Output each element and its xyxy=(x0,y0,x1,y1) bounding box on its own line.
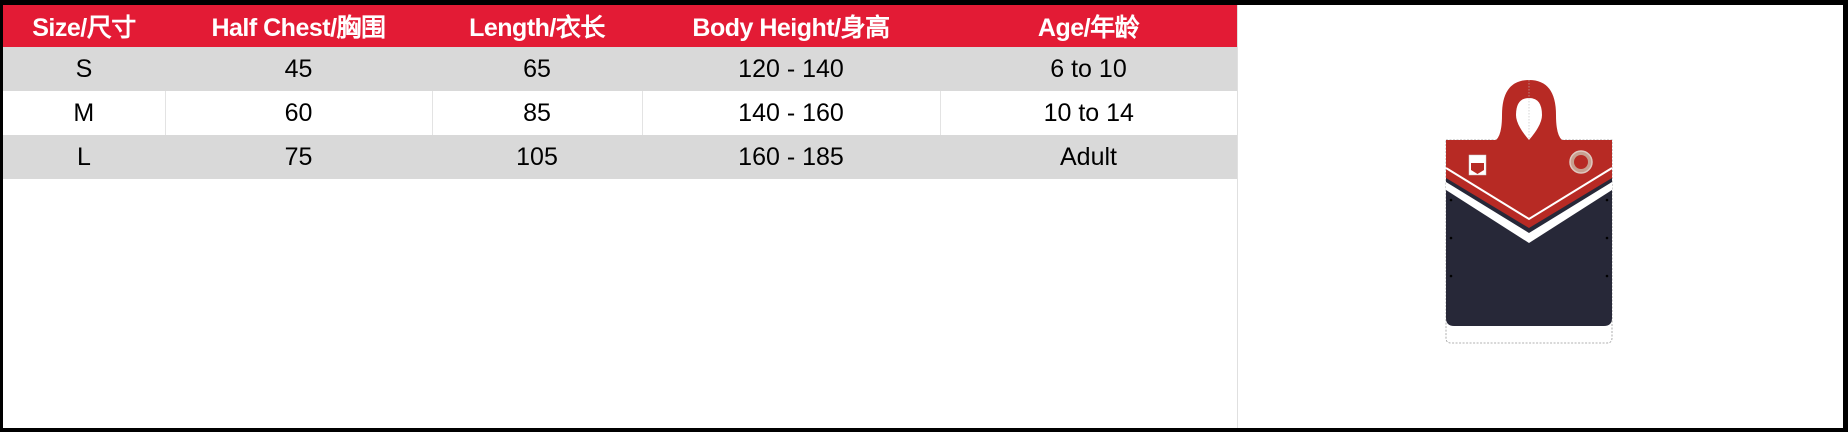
cell-length: 85 xyxy=(431,91,642,135)
header-length: Length/衣长 xyxy=(432,5,642,47)
header-size: Size/尺寸 xyxy=(3,5,165,47)
cell-length: 65 xyxy=(432,47,642,91)
cell-age: 6 to 10 xyxy=(940,47,1237,91)
header-half-chest: Half Chest/胸围 xyxy=(165,5,432,47)
cell-body-height: 160 - 185 xyxy=(642,135,940,179)
table-row: S 45 65 120 - 140 6 to 10 xyxy=(3,47,1237,91)
size-chart-panel: Size/尺寸 Half Chest/胸围 Length/衣长 Body Hei… xyxy=(3,5,1843,428)
cell-size: L xyxy=(3,135,165,179)
header-age: Age/年龄 xyxy=(940,5,1237,47)
cell-age: 10 to 14 xyxy=(939,91,1237,135)
cell-half-chest: 60 xyxy=(164,91,432,135)
hooded-poncho-towel-image xyxy=(1445,80,1613,344)
cell-body-height: 140 - 160 xyxy=(641,91,940,135)
cell-size: M xyxy=(3,91,165,135)
cell-length: 105 xyxy=(432,135,642,179)
cell-size: S xyxy=(3,47,165,91)
product-image-panel xyxy=(1237,5,1844,428)
cell-body-height: 120 - 140 xyxy=(642,47,940,91)
cell-half-chest: 45 xyxy=(165,47,432,91)
cell-age: Adult xyxy=(940,135,1237,179)
cell-half-chest: 75 xyxy=(165,135,432,179)
size-chart-table: Size/尺寸 Half Chest/胸围 Length/衣长 Body Hei… xyxy=(3,5,1237,179)
table-row: M 60 85 140 - 160 10 to 14 xyxy=(3,91,1237,135)
header-row: Size/尺寸 Half Chest/胸围 Length/衣长 Body Hei… xyxy=(3,5,1237,47)
table-row: L 75 105 160 - 185 Adult xyxy=(3,135,1237,179)
header-body-height: Body Height/身高 xyxy=(642,5,940,47)
